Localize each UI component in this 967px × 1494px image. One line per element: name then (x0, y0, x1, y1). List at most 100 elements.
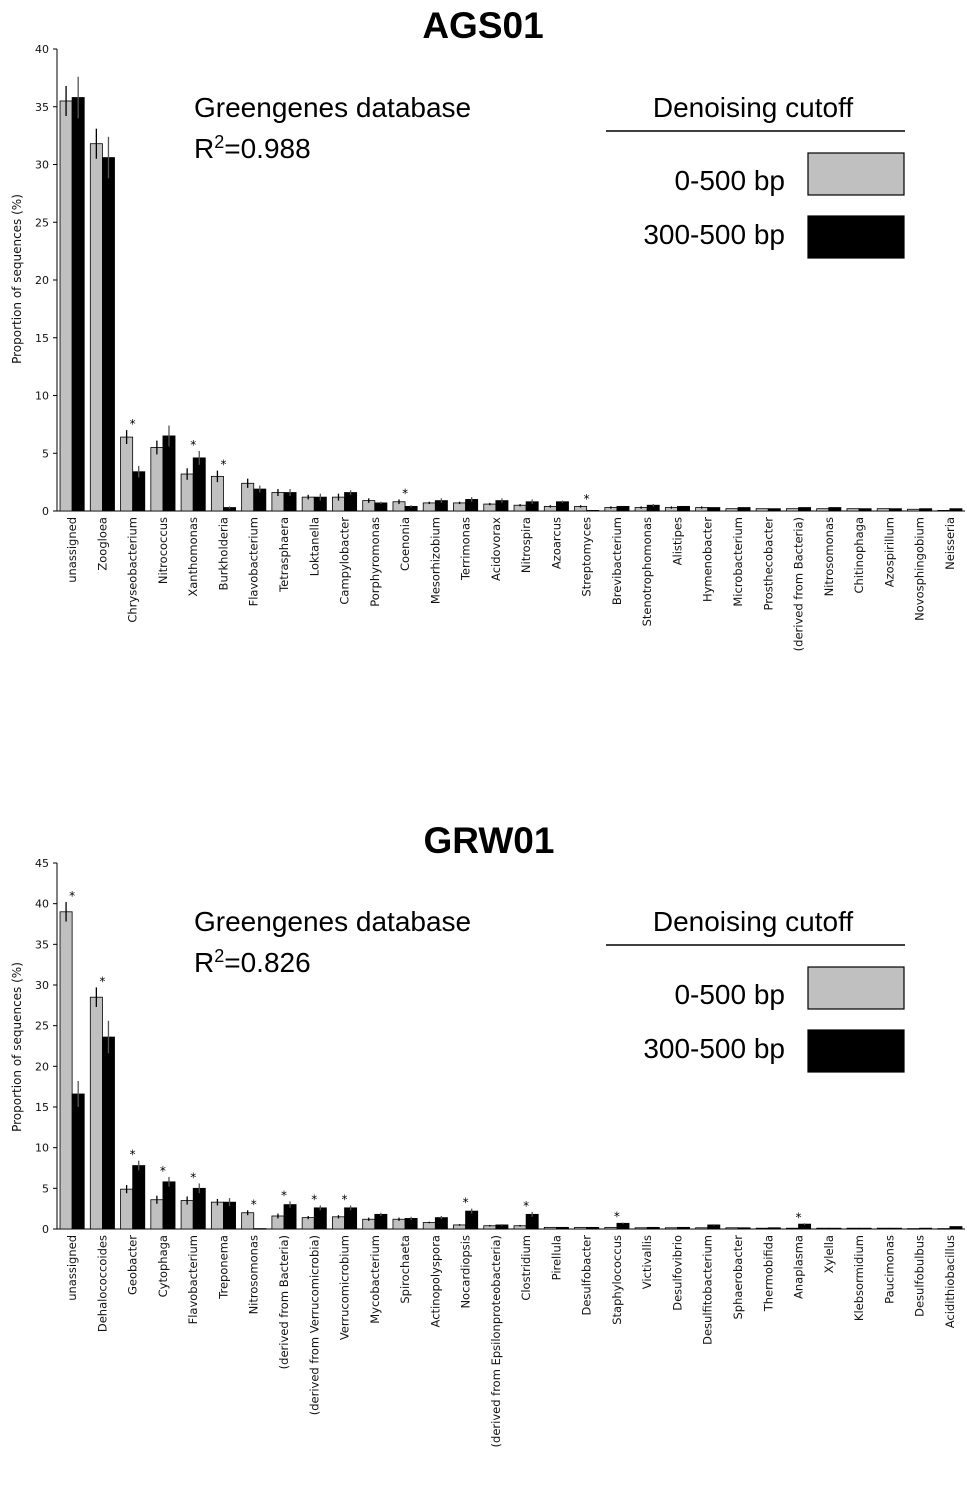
chart-2-significance-star: * (190, 1170, 196, 1184)
chart-2-database-annotation: Greengenes database (194, 906, 471, 937)
chart-2-bar-gray-28 (876, 1227, 890, 1230)
chart-2-bar-gray-27 (846, 1227, 860, 1230)
chart-2-legend-label-0-500: 0-500 bp (674, 979, 785, 1010)
chart-1-x-tick-label: Brevibacterium (610, 517, 624, 605)
chart-2-bar-black-10 (344, 1207, 358, 1230)
chart-1-x-tick-label: Chitinophaga (852, 517, 866, 594)
chart-1-y-tick-label: 35 (35, 101, 49, 114)
chart-2-x-tick-label: Geobacter (126, 1235, 140, 1295)
chart-1-bar-gray-4 (150, 447, 164, 512)
chart-1-x-tick-label: Acidovorax (489, 517, 503, 581)
chart-1-y-tick-label: 5 (42, 447, 49, 460)
chart-2-bar-gray-2 (89, 996, 103, 1230)
chart-2-bar-black-11 (374, 1213, 388, 1230)
chart-2-bar-black-17 (556, 1226, 569, 1230)
chart-1-legend-swatch-0-500 (807, 152, 905, 196)
chart-2-y-tick-label: 20 (35, 1060, 49, 1073)
chart-1-bar-gray-25 (786, 508, 799, 512)
chart-1-bar-gray-24 (755, 508, 769, 512)
chart-1-bar-black-4 (162, 435, 176, 512)
chart-1-plot: 0 5 10 15 20 25 30 35 40 unassigned Zoogloea * Chrys… (35, 43, 965, 651)
chart-2-bar-black-21 (677, 1226, 690, 1230)
chart-1-title: AGS01 (422, 5, 543, 46)
chart-2-significance-star: * (614, 1209, 620, 1223)
chart-2-bar-black-29 (919, 1227, 933, 1230)
chart-1-significance-star: * (584, 492, 590, 506)
chart-2-bar-black-4 (162, 1181, 176, 1230)
chart-2-x-tick-label: (derived from Epsilonproteobacteria) (489, 1235, 503, 1447)
chart-1-bar-gray-30 (937, 510, 951, 512)
chart-2-x-tick-label: Anaplasma (792, 1235, 806, 1299)
chart-1-y-tick-label: 10 (35, 390, 49, 403)
chart-1-y-tick-label: 15 (35, 332, 49, 345)
chart-1-legend-swatch-300-500 (807, 215, 905, 259)
chart-1-bar-black-3 (132, 471, 146, 512)
chart-2-x-tick-label: (derived from Verrucomicrobia) (307, 1235, 321, 1415)
chart-2-legend-swatch-300-500 (807, 1029, 905, 1073)
chart-2-bar-black-1 (71, 1093, 85, 1230)
chart-1-x-tick-label: Mesorhizobium (428, 517, 442, 604)
chart-2-x-tick-label: unassigned (65, 1235, 79, 1301)
chart-2-bar-gray-24 (755, 1227, 769, 1230)
chart-2-x-tick-label: Mycobacterium (368, 1235, 382, 1324)
chart-1-x-tick-label: Burkholderia (216, 517, 230, 590)
chart-1-bar-black-28 (888, 508, 902, 512)
chart-1-x-tick-label: Loktanella (307, 517, 321, 576)
chart-1-x-tick-label: Alistipes (670, 517, 684, 565)
chart-1-bar-black-19 (616, 505, 630, 512)
chart-1-bar-black-2 (102, 157, 115, 512)
chart-1-r-squared: R2=0.988 (194, 132, 311, 164)
chart-2-bar-black-9 (313, 1207, 327, 1230)
chart-2-bar-black-5 (192, 1187, 206, 1230)
chart-2-bar-black-8 (283, 1204, 297, 1230)
chart-1-x-tick-label: Neisseria (943, 517, 957, 570)
chart-2-x-tick-label: Victivallis (640, 1235, 654, 1289)
chart-1-y-tick-label: 40 (35, 43, 49, 56)
chart-2-bar-gray-23 (725, 1227, 739, 1230)
chart-1-bar-black-29 (919, 508, 933, 512)
chart-2-significance-star: * (99, 974, 105, 988)
chart-2-x-tick-label: Xylella (822, 1235, 836, 1273)
chart-2-x-tick-label: Staphylococcus (610, 1235, 624, 1325)
chart-2-legend-swatch-0-500 (807, 966, 905, 1010)
chart-1-x-tick-label: Tetrasphaera (277, 517, 291, 593)
chart-2-bar-gray-26 (816, 1227, 830, 1230)
chart-2-significance-star: * (251, 1197, 257, 1211)
chart-2-bar-black-28 (888, 1227, 902, 1230)
chart-1-bar-gray-29 (907, 508, 921, 512)
chart-1-legend-label-300-500: 300-500 bp (643, 219, 785, 250)
chart-1-x-tick-label: Xanthomonas (186, 517, 200, 597)
chart-2-x-tick-label: Desulfovibrio (670, 1235, 684, 1311)
chart-1-x-tick-label: Flavobacterium (247, 517, 261, 606)
chart-2-x-tick-label: Flavobacterium (186, 1235, 200, 1324)
chart-2-x-tick-label: Clostridium (519, 1235, 533, 1301)
chart-2-significance-star: * (311, 1192, 317, 1206)
chart-2-bar-black-19 (616, 1222, 630, 1230)
chart-1-bar-gray-13 (422, 502, 436, 512)
chart-2-x-tick-label: Spirochaeta (398, 1235, 412, 1304)
chart-2-y-axis-label: Proportion of sequences (%) (10, 962, 24, 1132)
chart-2-bar-black-23 (737, 1227, 751, 1230)
chart-2-x-tick-label: Thermobifida (761, 1235, 775, 1312)
chart-1-bar-black-26 (828, 507, 842, 512)
chart-2-significance-star: * (160, 1164, 166, 1178)
chart-2-significance-star: * (281, 1188, 287, 1202)
chart-1-legend-title: Denoising cutoff (653, 92, 854, 123)
chart-2-legend-label-300-500: 300-500 bp (643, 1033, 785, 1064)
chart-2-bar-black-14 (465, 1210, 479, 1230)
chart-2-x-tick-label: Acidithiobacillus (943, 1235, 957, 1328)
chart-2-y-tick-label: 0 (42, 1223, 49, 1236)
chart-1-significance-star: * (190, 438, 196, 452)
chart-1-bar-black-24 (767, 508, 781, 512)
chart-2-bar-gray-19 (604, 1226, 618, 1230)
chart-2-bar-gray-3 (120, 1188, 134, 1230)
chart-2-bar-gray-6 (210, 1201, 224, 1230)
chart-1-x-tick-label: Nitrospira (519, 517, 533, 573)
chart-1-x-tick-label: Nitrosomonas (822, 517, 836, 596)
chart-2-x-tick-label: Nitrosomonas (247, 1235, 261, 1314)
chart-2-bar-black-24 (767, 1227, 781, 1230)
chart-2-significance-star: * (130, 1148, 136, 1162)
chart-2-bar-black-30 (949, 1226, 963, 1230)
chart-2-bar-gray-1 (59, 911, 73, 1230)
chart-2-bar-gray-30 (937, 1228, 951, 1230)
